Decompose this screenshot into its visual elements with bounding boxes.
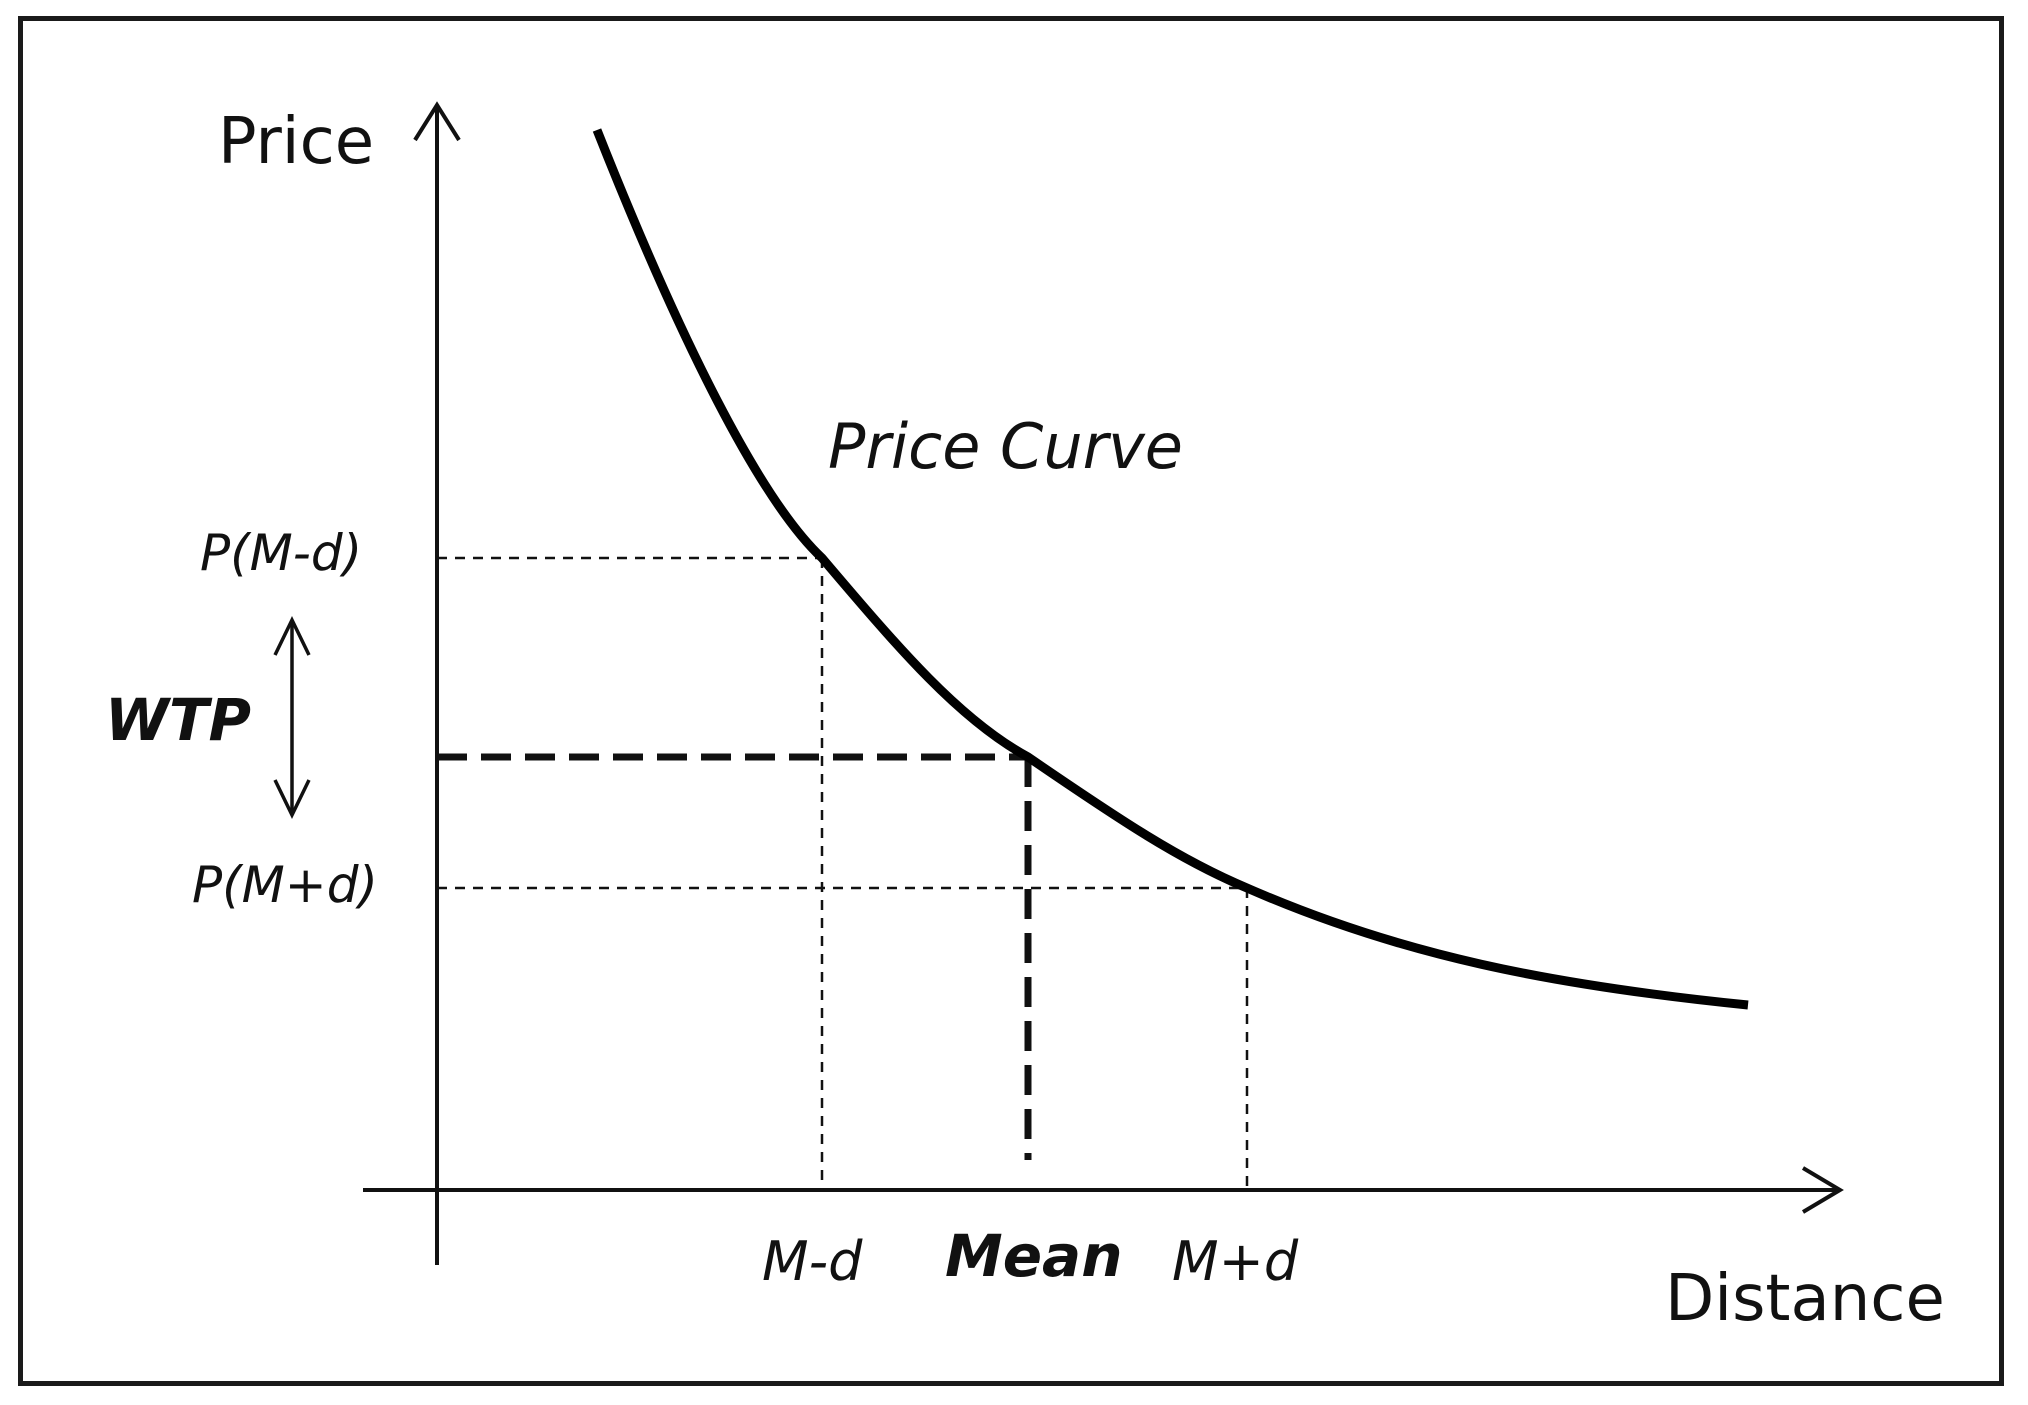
y-axis-label: Price [218, 105, 374, 179]
curve-label: Price Curve [828, 410, 1183, 483]
price-curve [592, 128, 1749, 1010]
figure-frame [18, 16, 2004, 1386]
x-axis-label: Distance [1665, 1262, 1945, 1336]
p-low-label: P(M-d) [200, 524, 362, 582]
wtp-label: WTP [105, 686, 251, 754]
wtp-arrowhead-top [273, 615, 311, 656]
p-high-label: P(M+d) [192, 856, 378, 914]
wtp-arrowhead-bottom [273, 779, 311, 820]
x-axis-arrowhead [1801, 1166, 1844, 1214]
mean-label: Mean [945, 1222, 1122, 1290]
m-plus-label: M+d [1172, 1230, 1299, 1293]
m-minus-label: M-d [762, 1230, 863, 1293]
y-axis-arrowhead [413, 101, 461, 142]
